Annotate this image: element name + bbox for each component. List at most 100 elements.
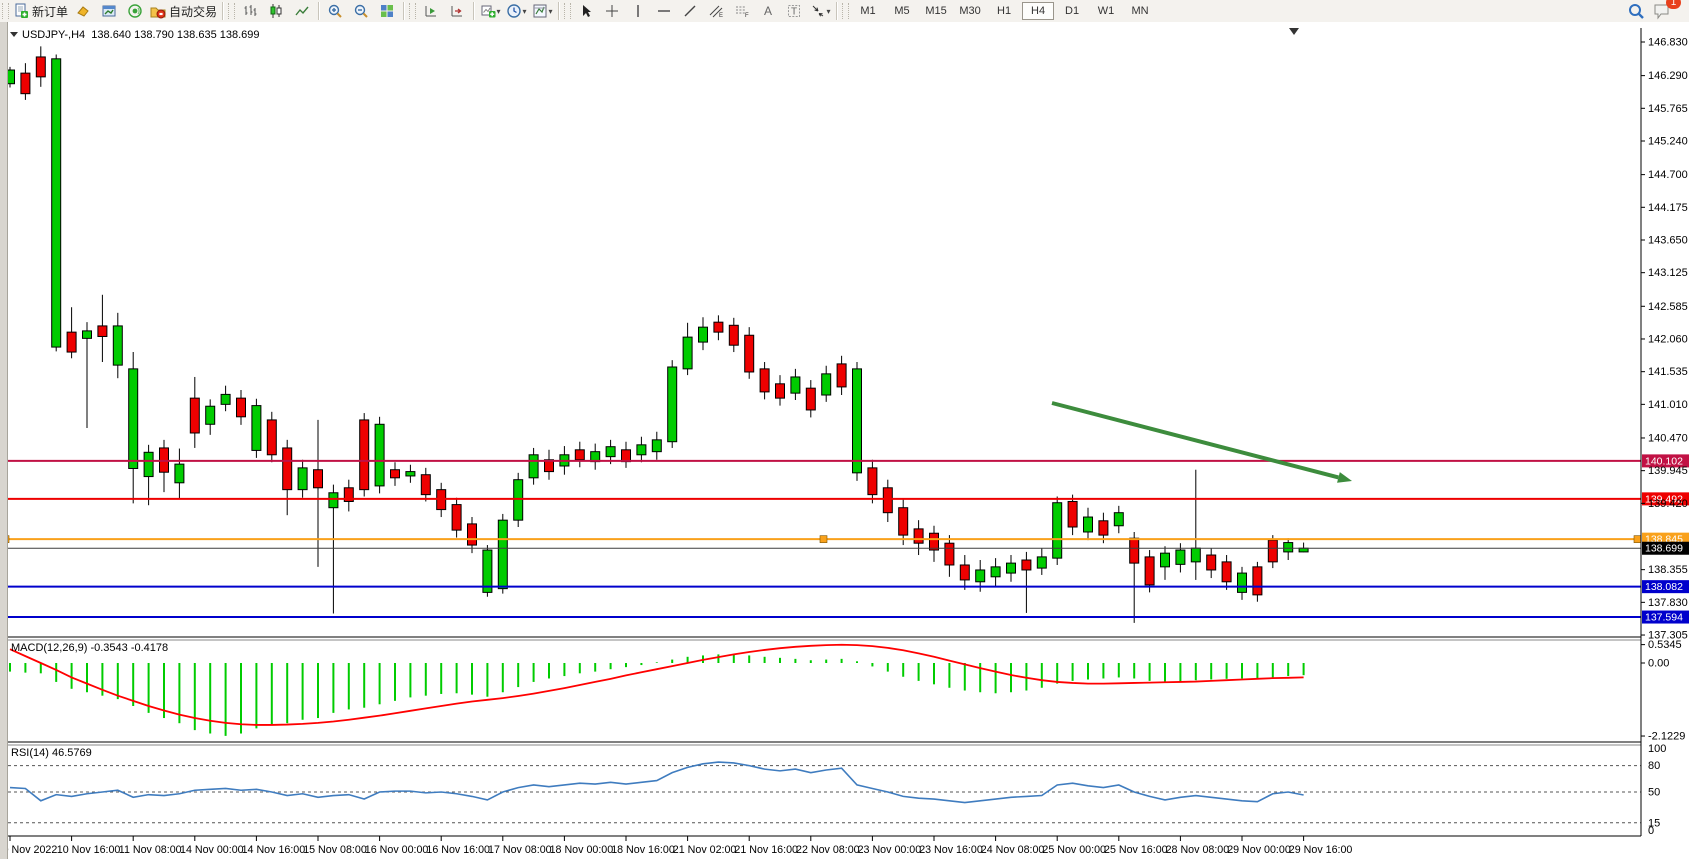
candle-body[interactable] xyxy=(97,325,108,337)
candle-body[interactable] xyxy=(390,469,400,479)
candle-body[interactable] xyxy=(513,479,524,521)
timeframe-M15[interactable]: M15 xyxy=(925,5,947,17)
chart-window-button[interactable] xyxy=(96,1,122,21)
candle-body[interactable] xyxy=(374,423,385,487)
candle-body[interactable] xyxy=(775,383,785,399)
candle-body[interactable] xyxy=(313,469,323,489)
candle-body[interactable] xyxy=(343,487,354,502)
candle-body[interactable] xyxy=(852,368,862,474)
periods-button[interactable]: ▾ xyxy=(503,1,529,21)
candle-body[interactable] xyxy=(621,449,631,463)
candle-body[interactable] xyxy=(1129,537,1140,564)
timeframe-H1[interactable]: H1 xyxy=(997,5,1012,17)
candle-body[interactable] xyxy=(882,487,893,514)
price-axis[interactable]: 146.830 146.290 145.765 145.240 144.700 144.1… xyxy=(1640,28,1688,837)
candle-body[interactable] xyxy=(1206,554,1217,571)
candle-body[interactable] xyxy=(128,368,139,469)
timeframe-H4[interactable]: H4 xyxy=(1022,2,1055,20)
candle-body[interactable] xyxy=(82,330,92,339)
candle-body[interactable] xyxy=(1175,549,1186,565)
candle-body[interactable] xyxy=(790,376,801,394)
toolbar-grip[interactable] xyxy=(2,3,9,19)
crosshair-button[interactable] xyxy=(599,1,625,21)
resistance-line[interactable]: 139.492 xyxy=(8,492,1689,506)
candle-body[interactable] xyxy=(667,366,678,443)
channel-button[interactable]: E xyxy=(703,1,729,21)
timeframe-M1[interactable]: M1 xyxy=(860,5,876,17)
candle-body[interactable] xyxy=(467,523,477,546)
candle-body[interactable] xyxy=(1098,520,1109,536)
candle-body[interactable] xyxy=(1267,539,1278,563)
candle-body[interactable] xyxy=(821,373,832,396)
candle-body[interactable] xyxy=(1252,566,1263,596)
candle-body[interactable] xyxy=(944,542,955,566)
templates-button[interactable]: ▾ xyxy=(529,1,555,21)
candle-body[interactable] xyxy=(836,363,847,388)
horizontal-line-button[interactable] xyxy=(651,1,677,21)
candle-body[interactable] xyxy=(205,405,216,425)
toolbar-grip[interactable] xyxy=(564,3,572,19)
candle-body[interactable] xyxy=(1052,502,1063,559)
candle-body[interactable] xyxy=(189,397,200,434)
timeframe-M5[interactable]: M5 xyxy=(894,5,910,17)
candle-body[interactable] xyxy=(698,326,708,343)
bar-chart-button[interactable] xyxy=(237,1,263,21)
chart-shift-button[interactable] xyxy=(444,1,470,21)
tile-windows-button[interactable] xyxy=(374,1,400,21)
candle-body[interactable] xyxy=(174,463,185,484)
candle-body[interactable] xyxy=(405,471,416,477)
candle-body[interactable] xyxy=(929,532,939,551)
candle-body[interactable] xyxy=(544,459,554,473)
zoom-out-button[interactable] xyxy=(348,1,374,21)
trend-arrow-annotation[interactable] xyxy=(1051,401,1352,483)
candle-body[interactable] xyxy=(1036,556,1047,569)
zoom-in-button[interactable] xyxy=(322,1,348,21)
candle-body[interactable] xyxy=(1021,559,1032,571)
chart-collapse-icon[interactable] xyxy=(10,32,18,37)
fibonacci-button[interactable]: F xyxy=(729,1,755,21)
vertical-line-button[interactable] xyxy=(625,1,651,21)
candle-body[interactable] xyxy=(975,569,986,583)
auto-trading-button[interactable]: 自动交易 xyxy=(148,1,219,21)
candle-body[interactable] xyxy=(282,447,293,491)
candle-body[interactable] xyxy=(251,405,262,451)
search-button[interactable] xyxy=(1623,1,1649,21)
candle-body[interactable] xyxy=(266,419,277,456)
line-chart-button[interactable] xyxy=(289,1,315,21)
candlestick-chart-button[interactable] xyxy=(263,1,289,21)
candle-body[interactable] xyxy=(297,467,308,491)
line-drag-handle[interactable] xyxy=(819,535,828,543)
candle-body[interactable] xyxy=(420,474,431,496)
candle-body[interactable] xyxy=(990,566,1001,578)
current-price-line[interactable]: 138.699 xyxy=(8,541,1689,555)
signals-button[interactable] xyxy=(122,1,148,21)
candle-body[interactable] xyxy=(1083,516,1093,533)
candle-body[interactable] xyxy=(1113,512,1124,527)
candle-body[interactable] xyxy=(898,507,909,536)
new-order-button[interactable]: 新订单 xyxy=(11,1,70,21)
candle-body[interactable] xyxy=(605,446,616,458)
candle-body[interactable] xyxy=(359,419,370,491)
candle-body[interactable] xyxy=(651,439,662,453)
timeframe-MN[interactable]: MN xyxy=(1131,5,1149,17)
notifications-button[interactable]: 1 xyxy=(1649,0,1681,21)
candle-body[interactable] xyxy=(728,324,739,346)
candle-body[interactable] xyxy=(482,549,493,593)
candle-body[interactable] xyxy=(1190,547,1201,563)
candle-body[interactable] xyxy=(959,564,970,581)
candle-body[interactable] xyxy=(1237,572,1247,593)
candle-body[interactable] xyxy=(20,72,31,95)
support-line[interactable]: 138.082 xyxy=(8,580,1689,594)
candle-body[interactable] xyxy=(805,387,816,411)
timeframe-W1[interactable]: W1 xyxy=(1097,5,1115,17)
auto-scroll-button[interactable] xyxy=(418,1,444,21)
toolbar-grip[interactable] xyxy=(842,3,850,19)
chart-shift-marker[interactable] xyxy=(1289,28,1299,35)
candle-body[interactable] xyxy=(574,449,585,461)
candle-body[interactable] xyxy=(66,331,77,353)
candle-body[interactable] xyxy=(328,492,339,509)
candle-body[interactable] xyxy=(51,58,62,348)
candle-body[interactable] xyxy=(1283,542,1294,553)
chart-window[interactable]: 140.102 139.492 138.845 138.699 138.082 137.5… xyxy=(0,22,1689,859)
